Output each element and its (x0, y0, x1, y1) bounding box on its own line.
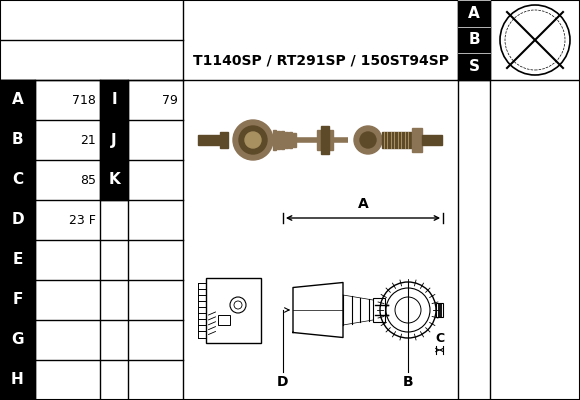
Text: B: B (403, 375, 414, 389)
Text: B: B (12, 132, 23, 148)
Bar (0, 240, 35, 280)
Text: 718: 718 (72, 94, 96, 106)
Bar (373, 298, 385, 322)
Bar (281, 131, 284, 149)
Bar (458, 27, 490, 53)
Bar (0, 80, 35, 120)
Text: 79: 79 (162, 94, 178, 106)
Text: 21: 21 (80, 134, 96, 146)
Bar (0, 280, 35, 320)
Bar (289, 132, 292, 148)
Bar (412, 128, 422, 152)
Bar (293, 133, 296, 147)
Bar (100, 120, 128, 160)
Bar (218, 315, 230, 325)
Bar (0, 160, 35, 200)
Bar (436, 303, 443, 317)
Text: D: D (277, 375, 289, 389)
Text: A: A (468, 6, 480, 21)
Text: A: A (358, 197, 368, 211)
Bar (277, 130, 280, 150)
Text: K: K (108, 172, 120, 188)
Text: I: I (111, 92, 117, 108)
Bar (0, 120, 35, 160)
Text: E: E (12, 252, 23, 268)
Text: D: D (11, 212, 24, 228)
Circle shape (239, 126, 267, 154)
Bar (0, 360, 35, 400)
Text: B: B (468, 32, 480, 48)
Circle shape (354, 126, 382, 154)
Text: C: C (12, 172, 23, 188)
Bar (458, 0, 490, 27)
Text: G: G (11, 332, 24, 348)
Bar (220, 132, 228, 148)
Circle shape (245, 132, 261, 148)
Text: F: F (12, 292, 23, 308)
Bar (198, 135, 220, 145)
Text: A: A (12, 92, 23, 108)
Bar (422, 135, 442, 145)
Text: T1140SP / RT291SP / 150ST94SP: T1140SP / RT291SP / 150ST94SP (193, 53, 449, 67)
Bar (382, 132, 412, 148)
Bar (205, 278, 260, 342)
Bar (285, 132, 288, 148)
Bar (100, 160, 128, 200)
Bar (100, 80, 128, 120)
Bar (458, 53, 490, 80)
Text: 23 F: 23 F (69, 214, 96, 226)
Text: H: H (11, 372, 24, 388)
Bar (321, 126, 329, 154)
Bar (0, 200, 35, 240)
Text: C: C (435, 332, 444, 345)
Bar (0, 320, 35, 360)
Bar (317, 130, 332, 150)
Circle shape (233, 120, 273, 160)
Text: 85: 85 (80, 174, 96, 186)
Bar (273, 130, 276, 150)
Text: J: J (111, 132, 117, 148)
Text: S: S (469, 59, 480, 74)
Circle shape (360, 132, 376, 148)
